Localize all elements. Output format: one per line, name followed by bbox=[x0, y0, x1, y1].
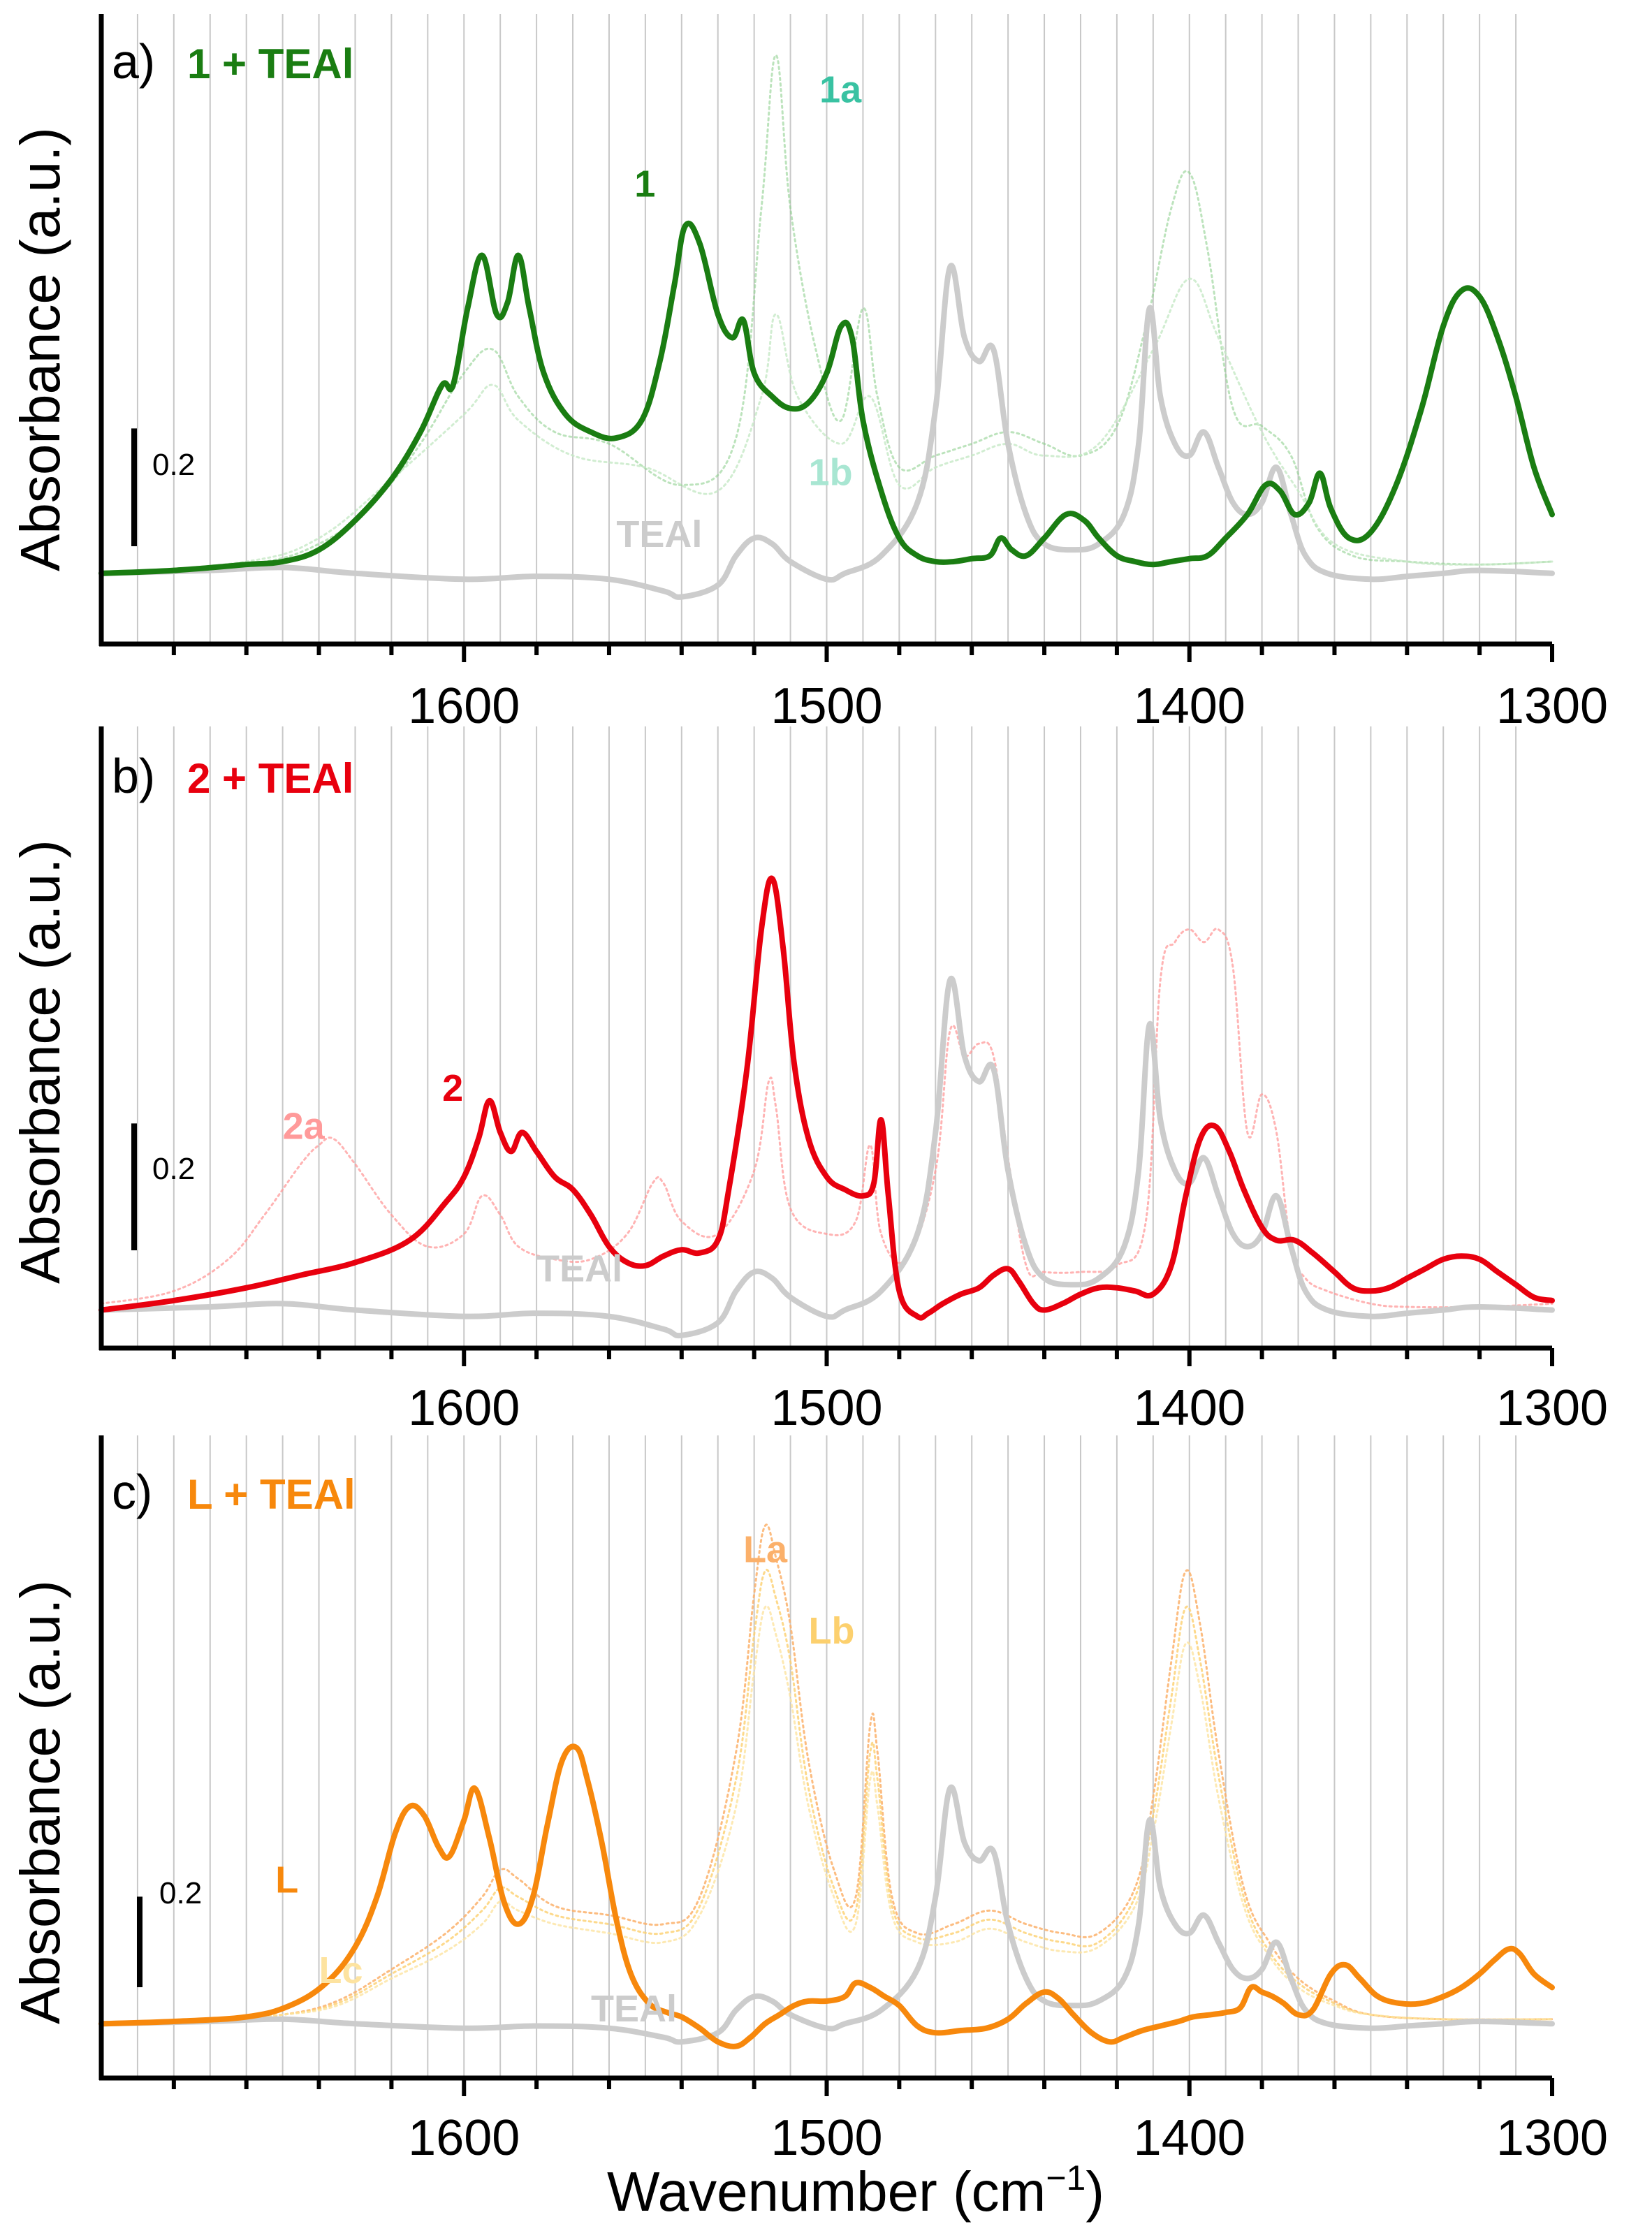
panel-a-label-1: 1 bbox=[634, 163, 655, 205]
x-axis-title-superscript: −1 bbox=[1046, 2158, 1086, 2197]
x-axis-title: Wavenumber (cm−1) bbox=[607, 2158, 1104, 2223]
panel-a-xtick-1600: 1600 bbox=[408, 678, 520, 734]
panel-a-label-1a: 1a bbox=[819, 68, 862, 110]
panel-c-axes bbox=[98, 1435, 1554, 2096]
panel-b-xtick-1400: 1400 bbox=[1134, 1380, 1245, 1436]
panel-c-y-axis-title: Absorbance (a.u.) bbox=[9, 1580, 71, 2024]
panel-a-xtick-1400: 1400 bbox=[1134, 678, 1245, 734]
panel-c-label-la: La bbox=[743, 1528, 788, 1570]
panel-c-label-lc: Lc bbox=[319, 1949, 363, 1991]
panel-b-plot-area bbox=[98, 875, 1555, 1339]
panel-c-label-l: L bbox=[275, 1859, 298, 1901]
panel-b: b) 2 + TEAl Absorbance (a.u.) 0.2 1600 1… bbox=[9, 726, 1608, 1436]
panel-a-label-1b: 1b bbox=[809, 451, 853, 493]
panel-b-y-axis-title: Absorbance (a.u.) bbox=[9, 840, 71, 1284]
panel-a-series-1 bbox=[98, 220, 1555, 576]
panel-a-y-axis-title: Absorbance (a.u.) bbox=[9, 127, 71, 571]
panel-a-label-teal: TEAl bbox=[616, 513, 702, 555]
panel-b-series-2 bbox=[98, 875, 1555, 1321]
panel-c-title: L + TEAl bbox=[187, 1471, 356, 1518]
panel-c-xtick-1600: 1600 bbox=[408, 2110, 520, 2166]
panel-a-xtick-1500: 1500 bbox=[770, 678, 882, 734]
panel-a-series-1b bbox=[100, 277, 1554, 575]
panel-a-series-1a bbox=[100, 54, 1554, 575]
panel-c-annotations: L La Lb Lc TEAl bbox=[275, 1528, 854, 2030]
panel-a: a) 1 + TEAl Absorbance (a.u.) 0.2 1600 1… bbox=[9, 14, 1608, 734]
panel-c-x-tick-labels: 1600 1500 1400 1300 bbox=[408, 2110, 1608, 2166]
panel-a-axes bbox=[98, 14, 1554, 662]
panel-b-label-2: 2 bbox=[442, 1067, 463, 1109]
panel-b-title: 2 + TEAl bbox=[187, 755, 353, 802]
panel-c-series-l bbox=[98, 1743, 1555, 2049]
panel-c-xtick-1300: 1300 bbox=[1496, 2110, 1608, 2166]
panel-c-label-teal: TEAl bbox=[591, 1988, 677, 2030]
panel-a-annotations: 1 1a 1b TEAl bbox=[616, 68, 862, 555]
panel-b-x-tick-labels: 1600 1500 1400 1300 bbox=[408, 1380, 1608, 1436]
panel-b-series-teal bbox=[98, 975, 1555, 1339]
panel-c-gridlines bbox=[136, 1435, 1517, 2078]
panel-c-series-la bbox=[100, 1523, 1554, 2025]
panel-b-xtick-1500: 1500 bbox=[770, 1380, 882, 1436]
panel-a-scale-bar-label: 0.2 bbox=[152, 448, 195, 482]
panel-a-xtick-1300: 1300 bbox=[1496, 678, 1608, 734]
panel-b-annotations: 2 2a TEAl bbox=[283, 1067, 622, 1290]
panel-b-xtick-1300: 1300 bbox=[1496, 1380, 1608, 1436]
panel-c-xtick-1500: 1500 bbox=[770, 2110, 882, 2166]
panel-b-letter: b) bbox=[112, 749, 155, 803]
x-axis-title-close: ) bbox=[1086, 2160, 1104, 2223]
panel-c-series-lb bbox=[100, 1568, 1554, 2025]
panel-b-label-2a: 2a bbox=[283, 1105, 326, 1147]
panel-b-label-teal: TEAl bbox=[536, 1248, 622, 1290]
panel-c-series-teal bbox=[98, 1784, 1555, 2045]
panel-c-label-lb: Lb bbox=[809, 1610, 855, 1652]
panel-c-plot-area bbox=[98, 1523, 1555, 2049]
panel-c-scale-bar-label: 0.2 bbox=[159, 1876, 202, 1910]
panel-b-axes bbox=[98, 726, 1554, 1366]
panel-a-x-tick-labels: 1600 1500 1400 1300 bbox=[408, 678, 1608, 734]
panel-a-plot-area bbox=[98, 54, 1555, 600]
x-axis-title-main: Wavenumber (cm bbox=[607, 2160, 1046, 2223]
panel-b-xtick-1600: 1600 bbox=[408, 1380, 520, 1436]
panel-c: c) L + TEAl Absorbance (a.u.) 0.2 1600 1… bbox=[9, 1435, 1608, 2166]
panel-c-letter: c) bbox=[112, 1465, 152, 1519]
panel-b-scale-bar-label: 0.2 bbox=[152, 1152, 195, 1186]
panel-a-title: 1 + TEAl bbox=[187, 41, 353, 87]
panel-a-letter: a) bbox=[112, 34, 155, 89]
panel-c-xtick-1400: 1400 bbox=[1134, 2110, 1245, 2166]
